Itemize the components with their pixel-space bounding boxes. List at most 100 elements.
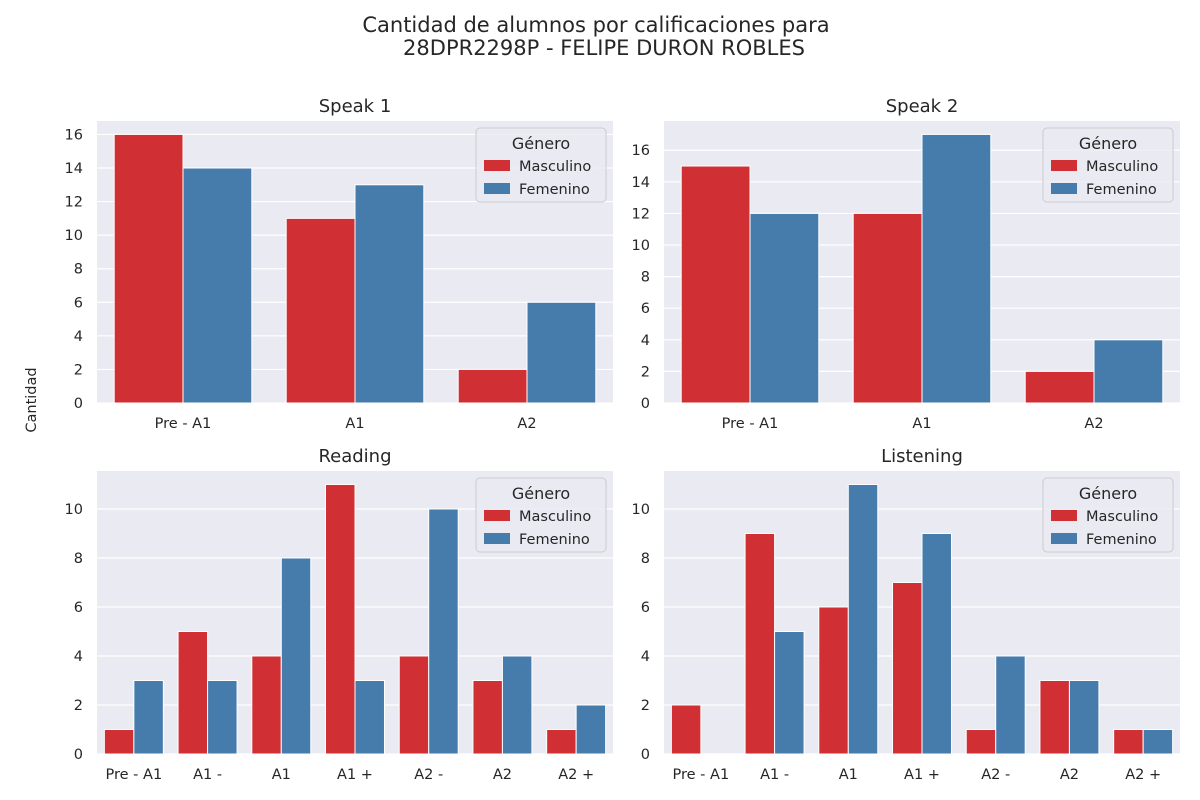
- legend-label-femenino: Femenino: [519, 532, 590, 548]
- bar-femenino-4: [428, 508, 459, 755]
- bar-masculino-1: [744, 532, 776, 755]
- y-tick-label: 8: [74, 551, 83, 567]
- x-tick-label: A2 +: [1125, 767, 1161, 783]
- panel-title: Speak 2: [886, 96, 959, 117]
- y-tick-label: 12: [632, 206, 650, 222]
- bar-femenino-1: [774, 630, 805, 755]
- x-tick-label: A1: [912, 416, 931, 432]
- panel-title: Listening: [881, 446, 963, 467]
- bar-masculino-2: [251, 655, 282, 755]
- y-tick-label: 0: [641, 396, 650, 412]
- x-tick-label: A2: [493, 767, 512, 783]
- x-tick-label: A2 -: [981, 767, 1010, 783]
- x-tick-label: A1: [839, 767, 858, 783]
- legend-label-femenino: Femenino: [1086, 532, 1157, 548]
- bar-masculino-6: [546, 728, 577, 755]
- bar-femenino-4: [995, 655, 1026, 755]
- bar-masculino-2: [457, 368, 528, 404]
- legend-label-masculino: Masculino: [1086, 159, 1158, 175]
- y-tick-label: 16: [65, 127, 83, 143]
- legend-swatch-femenino: [1051, 533, 1077, 544]
- y-tick-label: 12: [65, 195, 83, 211]
- y-tick-label: 6: [74, 295, 83, 311]
- bar-femenino-5: [1068, 679, 1100, 755]
- bar-masculino-3: [892, 581, 923, 755]
- legend-swatch-masculino: [1051, 160, 1077, 171]
- bar-femenino-6: [1142, 728, 1174, 755]
- legend-title: Género: [1079, 134, 1137, 153]
- bar-femenino-1: [921, 133, 992, 404]
- y-tick-label: 2: [74, 698, 83, 714]
- legend-swatch-femenino: [484, 183, 510, 194]
- x-tick-label: A1 -: [193, 767, 222, 783]
- bar-masculino-4: [398, 655, 430, 755]
- legend-label-masculino: Masculino: [519, 509, 591, 525]
- bar-masculino-0: [670, 704, 702, 755]
- bar-masculino-0: [680, 165, 751, 404]
- y-tick-label: 4: [74, 329, 83, 345]
- x-tick-label: A1: [272, 767, 291, 783]
- x-tick-label: A2: [517, 416, 536, 432]
- y-tick-label: 14: [65, 161, 83, 177]
- y-tick-label: 0: [641, 747, 650, 763]
- y-tick-label: 4: [641, 333, 650, 349]
- chart-panel-0: 0 2 4 6 8 10 12 14 16 Pre - A1 A1 A2 Speak 1 Género Ma…: [65, 96, 613, 432]
- legend-label-masculino: Masculino: [519, 159, 591, 175]
- y-tick-label: 4: [74, 649, 83, 665]
- legend-swatch-masculino: [484, 160, 510, 171]
- y-tick-label: 0: [74, 747, 83, 763]
- chart-panel-3: 0 2 4 6 8 10 Pre - A1 A1 - A1 A1 + A2 - A2 A2 + Liste…: [632, 446, 1180, 783]
- chart-panel-2: 0 2 4 6 8 10 Pre - A1 A1 - A1 A1 + A2 - A2 A2 + Readi…: [65, 446, 613, 783]
- bar-femenino-1: [354, 184, 425, 404]
- legend-swatch-femenino: [1051, 183, 1077, 194]
- legend-title: Género: [512, 134, 570, 153]
- bar-masculino-6: [1113, 728, 1144, 755]
- legend: Género Masculino Femenino: [475, 477, 607, 553]
- bar-masculino-5: [472, 679, 503, 755]
- legend: Género Masculino Femenino: [1042, 127, 1174, 203]
- legend-title: Género: [1079, 484, 1137, 503]
- y-tick-label: 4: [641, 649, 650, 665]
- bar-masculino-0: [103, 728, 135, 755]
- bar-masculino-3: [325, 483, 356, 755]
- x-tick-label: A2: [1060, 767, 1079, 783]
- bar-femenino-0: [133, 679, 164, 755]
- y-tick-label: 16: [632, 143, 650, 159]
- bar-femenino-0: [182, 167, 253, 404]
- x-tick-label: Pre - A1: [155, 416, 212, 432]
- chart-panel-1: 0 2 4 6 8 10 12 14 16 Pre - A1 A1 A2 Speak 2 Género Ma…: [632, 96, 1180, 432]
- bar-femenino-5: [501, 655, 533, 755]
- y-tick-label: 6: [641, 600, 650, 616]
- legend: Género Masculino Femenino: [1042, 477, 1174, 553]
- bar-femenino-2: [847, 483, 879, 755]
- bar-femenino-2: [1093, 339, 1164, 404]
- legend-swatch-femenino: [484, 533, 510, 544]
- bar-femenino-3: [354, 679, 385, 755]
- y-tick-label: 0: [74, 396, 83, 412]
- figure-title-line-1: Cantidad de alumnos por calificaciones p…: [362, 13, 829, 37]
- x-tick-label: A2 -: [414, 767, 443, 783]
- y-tick-label: 10: [65, 502, 83, 518]
- y-tick-label: 2: [74, 362, 83, 378]
- panel-title: Reading: [318, 446, 391, 467]
- x-tick-label: Pre - A1: [722, 416, 779, 432]
- y-tick-label: 8: [74, 262, 83, 278]
- bar-masculino-2: [1024, 370, 1095, 404]
- y-tick-label: 8: [641, 551, 650, 567]
- y-tick-label: 10: [632, 502, 650, 518]
- legend-label-masculino: Masculino: [1086, 509, 1158, 525]
- bar-masculino-1: [177, 630, 209, 755]
- bar-femenino-2: [526, 301, 597, 404]
- y-tick-label: 2: [641, 364, 650, 380]
- legend: Género Masculino Femenino: [475, 127, 607, 203]
- y-tick-label: 8: [641, 270, 650, 286]
- bar-masculino-5: [1039, 679, 1070, 755]
- x-tick-label: A2 +: [558, 767, 594, 783]
- bar-masculino-1: [285, 217, 356, 404]
- legend-title: Género: [512, 484, 570, 503]
- figure-title-line-2: 28DPR2298P - FELIPE DURON ROBLES: [403, 36, 805, 60]
- legend-swatch-masculino: [1051, 510, 1077, 521]
- y-tick-label: 14: [632, 175, 650, 191]
- bar-masculino-2: [818, 606, 849, 755]
